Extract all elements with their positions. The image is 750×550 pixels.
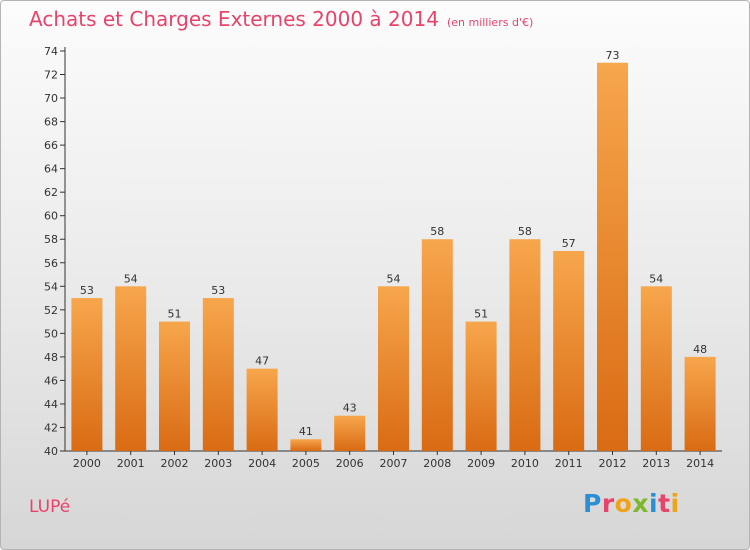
logo-letter: i bbox=[649, 489, 659, 518]
y-tick-label: 52 bbox=[44, 304, 58, 317]
bar bbox=[71, 298, 103, 451]
chart-title-block: Achats et Charges Externes 2000 à 2014 (e… bbox=[29, 7, 533, 31]
data-label: 54 bbox=[387, 272, 401, 285]
data-label: 43 bbox=[343, 402, 357, 415]
y-tick-label: 68 bbox=[44, 116, 58, 129]
bar bbox=[509, 239, 541, 451]
y-tick-label: 62 bbox=[44, 186, 58, 199]
bar bbox=[378, 286, 409, 451]
y-tick-label: 60 bbox=[44, 210, 58, 223]
y-tick-label: 64 bbox=[44, 163, 58, 176]
bar bbox=[290, 439, 322, 451]
logo-letter: r bbox=[601, 489, 615, 518]
chart-title: Achats et Charges Externes 2000 à 2014 bbox=[29, 7, 439, 31]
x-tick-label: 2008 bbox=[423, 457, 451, 470]
x-tick-label: 2001 bbox=[117, 457, 145, 470]
x-tick-label: 2013 bbox=[642, 457, 670, 470]
commune-name: LUPé bbox=[29, 497, 71, 517]
data-label: 41 bbox=[299, 425, 313, 438]
bar bbox=[597, 62, 628, 451]
logo-letter: t bbox=[658, 489, 671, 518]
y-tick-label: 50 bbox=[44, 327, 58, 340]
y-tick-label: 56 bbox=[44, 257, 58, 270]
x-tick-label: 2005 bbox=[292, 457, 320, 470]
data-label: 53 bbox=[211, 284, 225, 297]
x-tick-label: 2002 bbox=[161, 457, 189, 470]
bar bbox=[246, 368, 278, 451]
y-tick-label: 70 bbox=[44, 92, 58, 105]
x-tick-label: 2000 bbox=[73, 457, 101, 470]
bar bbox=[553, 251, 585, 451]
bar bbox=[465, 321, 497, 451]
bar bbox=[421, 239, 453, 451]
data-label: 54 bbox=[649, 272, 663, 285]
x-tick-label: 2007 bbox=[380, 457, 408, 470]
y-tick-label: 54 bbox=[44, 280, 58, 293]
data-label: 73 bbox=[606, 49, 620, 62]
y-tick-label: 44 bbox=[44, 398, 58, 411]
x-tick-label: 2009 bbox=[467, 457, 495, 470]
data-label: 47 bbox=[255, 355, 269, 368]
x-tick-label: 2004 bbox=[248, 457, 276, 470]
logo-letter: i bbox=[670, 489, 680, 518]
data-label: 48 bbox=[693, 343, 707, 356]
logo-letter: o bbox=[614, 489, 633, 518]
data-label: 51 bbox=[168, 308, 182, 321]
data-label: 53 bbox=[80, 284, 94, 297]
y-tick-label: 40 bbox=[44, 445, 58, 458]
x-tick-label: 2010 bbox=[511, 457, 539, 470]
bar bbox=[202, 298, 234, 451]
logo-letter: x bbox=[632, 489, 649, 518]
bar bbox=[684, 356, 716, 451]
data-label: 57 bbox=[562, 237, 576, 250]
y-tick-label: 58 bbox=[44, 233, 58, 246]
y-tick-label: 42 bbox=[44, 421, 58, 434]
chart-unit: (en milliers d'€) bbox=[446, 16, 534, 29]
data-label: 54 bbox=[124, 272, 138, 285]
x-tick-label: 2014 bbox=[686, 457, 714, 470]
bar bbox=[159, 321, 190, 451]
bar bbox=[115, 286, 147, 451]
x-tick-label: 2006 bbox=[336, 457, 364, 470]
y-tick-label: 66 bbox=[44, 139, 58, 152]
x-tick-label: 2012 bbox=[599, 457, 627, 470]
bar bbox=[334, 415, 366, 451]
logo-letter: P bbox=[583, 489, 602, 518]
x-tick-label: 2003 bbox=[204, 457, 232, 470]
bar bbox=[640, 286, 672, 451]
data-label: 51 bbox=[474, 308, 488, 321]
proxiti-logo[interactable]: Proxiti bbox=[583, 489, 680, 518]
y-tick-label: 48 bbox=[44, 351, 58, 364]
y-tick-label: 72 bbox=[44, 69, 58, 82]
data-label: 58 bbox=[430, 225, 444, 238]
data-label: 58 bbox=[518, 225, 532, 238]
x-tick-label: 2011 bbox=[555, 457, 583, 470]
y-tick-label: 74 bbox=[44, 45, 58, 58]
y-tick-label: 46 bbox=[44, 374, 58, 387]
